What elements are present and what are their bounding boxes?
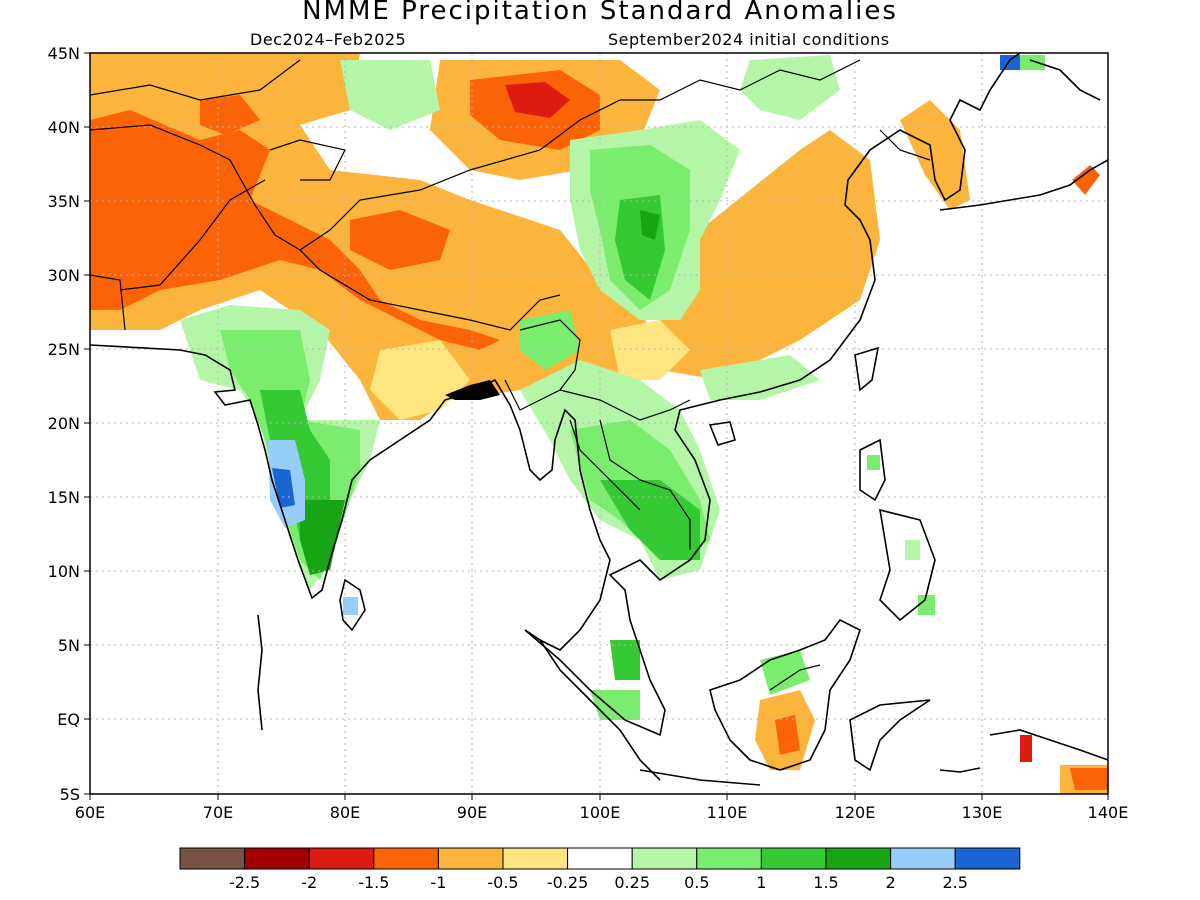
colorbar-swatch xyxy=(696,847,762,870)
lon-labels: 60E 70E 80E 90E 100E 110E 120E 130E 140E xyxy=(75,803,1129,822)
lon-label: 80E xyxy=(330,803,360,822)
lon-label: 60E xyxy=(75,803,105,822)
colorbar-swatch xyxy=(631,847,698,870)
grid-lines xyxy=(90,53,1108,794)
lon-label: 120E xyxy=(835,803,876,822)
lon-label: 90E xyxy=(457,803,487,822)
anomaly-field xyxy=(90,53,1108,794)
lat-label: 35N xyxy=(48,192,80,211)
dry-region-korea xyxy=(900,100,970,210)
colorbar-label: 2.5 xyxy=(942,873,967,892)
colorbar-swatch xyxy=(825,847,892,870)
colorbar-swatch xyxy=(567,847,633,870)
colorbar-swatch xyxy=(308,847,375,870)
very-dry-core xyxy=(505,82,570,118)
lat-label: 45N xyxy=(48,44,80,63)
colorbar-swatch xyxy=(954,847,1021,870)
colorbar-swatch xyxy=(502,847,569,870)
colorbar-label: 0.5 xyxy=(684,873,709,892)
colorbar-swatch xyxy=(244,847,310,870)
colorbar-swatch xyxy=(179,847,246,870)
coastlines xyxy=(90,53,1108,786)
colorbar-label: -1 xyxy=(430,873,446,892)
colorbar-swatch xyxy=(437,847,504,870)
lat-label: 5S xyxy=(60,785,80,804)
dry-region-east-china xyxy=(650,130,880,380)
strong-dry-west xyxy=(90,110,500,350)
lon-label: 110E xyxy=(707,803,748,822)
lon-label: 70E xyxy=(203,803,233,822)
lat-label: 15N xyxy=(48,488,80,507)
colorbar-label: 0.25 xyxy=(614,873,650,892)
colorbar-label: 2 xyxy=(886,873,896,892)
colorbar-label: -0.25 xyxy=(547,873,588,892)
axis-ticks xyxy=(84,52,1109,800)
lat-label: 10N xyxy=(48,562,80,581)
colorbar: -2.5 -2 -1.5 -1 -0.5 -0.25 0.25 0.5 1 1.5 2 2.5 xyxy=(179,847,1021,892)
lon-label: 140E xyxy=(1088,803,1129,822)
colorbar-swatch xyxy=(890,847,956,870)
map-title: NMME Precipitation Standard Anomalies xyxy=(302,0,898,26)
lat-label: 20N xyxy=(48,414,80,433)
colorbar-label: -2.5 xyxy=(229,873,260,892)
country-borders xyxy=(90,59,931,691)
colorbar-label: -1.5 xyxy=(358,873,389,892)
initial-conditions-label: September2024 initial conditions xyxy=(608,30,890,49)
lat-label: 30N xyxy=(48,266,80,285)
lon-label: 130E xyxy=(962,803,1003,822)
colorbar-swatch xyxy=(760,847,827,870)
colorbar-label: -0.5 xyxy=(487,873,518,892)
lat-label: 25N xyxy=(48,340,80,359)
colorbar-label: 1.5 xyxy=(813,873,838,892)
lon-label: 100E xyxy=(580,803,621,822)
lat-label: EQ xyxy=(57,710,80,729)
colorbar-swatch xyxy=(373,847,439,870)
forecast-period: Dec2024–Feb2025 xyxy=(250,30,407,49)
lat-label: 5N xyxy=(58,636,80,655)
lat-labels: 45N 40N 35N 30N 25N 20N 15N 10N 5N EQ 5S xyxy=(48,44,80,804)
colorbar-label: -2 xyxy=(301,873,317,892)
colorbar-label: 1 xyxy=(756,873,766,892)
lat-label: 40N xyxy=(48,118,80,137)
